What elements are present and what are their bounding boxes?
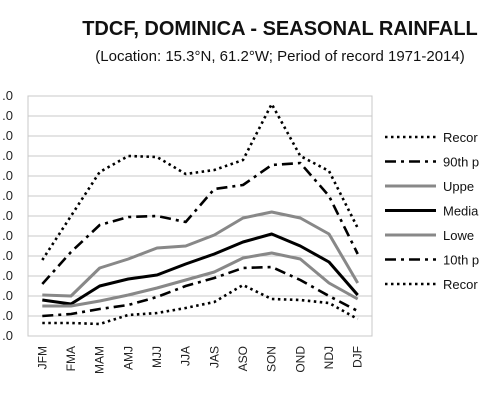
y-tick-label: .0 — [2, 108, 13, 123]
legend: Recor 90th p Uppe Media Lowe 10th p Recor — [385, 130, 479, 292]
legend-label: Lowe — [443, 228, 474, 243]
series-line-2 — [41, 161, 359, 285]
chart-subtitle: (Location: 15.3°N, 61.2°W; Period of rec… — [95, 48, 465, 65]
y-tick-label: .0 — [2, 288, 13, 303]
legend-label: Recor — [443, 130, 478, 145]
x-tick-label: DJF — [351, 346, 365, 368]
legend-label: Recor — [443, 277, 478, 292]
series-line-3 — [42, 210, 359, 298]
x-axis-ticks: JFM FMA MAM AMJ MJJ JJA JAS ASO SON OND NDJ DJF — [35, 346, 364, 374]
y-tick-label: .0 — [2, 88, 13, 103]
plot-area — [27, 95, 373, 337]
x-tick-label: SON — [265, 346, 279, 372]
series-line-1 — [41, 102, 359, 261]
y-tick-label: .0 — [2, 308, 13, 323]
y-axis-ticks: .0 .0 .0 .0 .0 .0 .0 .0 .0 .0 .0 .0 .0 — [2, 88, 13, 343]
legend-label: Uppe — [443, 179, 474, 194]
y-tick-label: .0 — [2, 168, 13, 183]
x-tick-label: FMA — [64, 346, 78, 371]
x-tick-label: MJJ — [150, 346, 164, 368]
x-tick-label: JFM — [35, 346, 49, 369]
series-line-4 — [42, 232, 359, 306]
series-lines — [41, 102, 359, 326]
x-tick-label: MAM — [93, 346, 107, 374]
legend-label: 10th p — [443, 253, 479, 268]
x-tick-label: JAS — [207, 346, 221, 368]
y-tick-label: .0 — [2, 248, 13, 263]
x-tick-label: AMJ — [121, 346, 135, 370]
x-tick-label: JJA — [179, 346, 193, 366]
y-tick-label: .0 — [2, 328, 13, 343]
series-line-5 — [42, 251, 359, 308]
y-tick-label: .0 — [2, 228, 13, 243]
y-tick-label: .0 — [2, 268, 13, 283]
x-tick-label: NDJ — [322, 346, 336, 369]
legend-label: Media — [443, 204, 479, 219]
y-tick-label: .0 — [2, 208, 13, 223]
y-tick-label: .0 — [2, 188, 13, 203]
chart-title: TDCF, DOMINICA - SEASONAL RAINFALL — [82, 18, 478, 40]
series-line-6 — [42, 265, 359, 318]
y-tick-label: .0 — [2, 128, 13, 143]
x-tick-label: ASO — [236, 346, 250, 371]
x-tick-label: OND — [293, 346, 307, 373]
legend-label: 90th p — [443, 155, 479, 170]
y-tick-label: .0 — [2, 148, 13, 163]
